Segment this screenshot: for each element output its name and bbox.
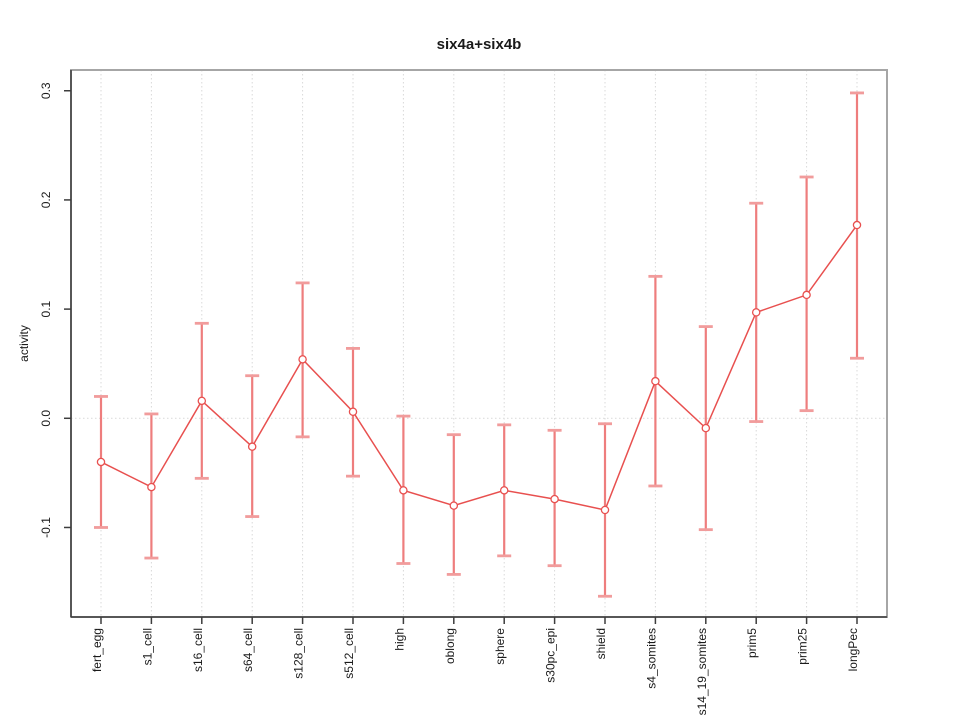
y-tick-label: 0.1	[39, 300, 53, 317]
data-point	[449, 501, 459, 510]
x-tick-label: s14_19_somites	[695, 628, 709, 715]
plot-border-box	[70, 69, 888, 618]
y-tick-label: 0.3	[39, 82, 53, 99]
x-tick-label: oblong	[443, 628, 457, 664]
x-tick-label: prim25	[796, 628, 810, 665]
data-point	[651, 376, 660, 386]
data-point	[600, 505, 610, 515]
x-tick-label: longPec	[846, 628, 860, 671]
data-point	[852, 220, 862, 230]
data-point	[96, 457, 106, 467]
x-tick-label: s4_somites	[644, 628, 658, 689]
x-tick-label: high	[392, 628, 406, 651]
y-tick-label: -0.1	[39, 517, 53, 538]
y-axis-label: activity	[17, 325, 31, 362]
data-point	[197, 396, 207, 406]
series-line	[100, 224, 858, 511]
data-point	[550, 494, 559, 504]
x-tick-label: fert_egg	[90, 628, 104, 672]
x-tick-label: s128_cell	[292, 628, 306, 679]
x-tick-label: s64_cell	[241, 628, 255, 672]
axis-ticks-layer	[64, 89, 858, 624]
data-point	[147, 482, 156, 492]
y-tick-label: 0.0	[39, 410, 53, 427]
data-point	[499, 486, 509, 495]
data-point	[247, 442, 257, 451]
error-bars-layer	[94, 91, 864, 598]
y-tick-label: 0.2	[39, 191, 53, 208]
x-tick-label: prim5	[745, 628, 759, 658]
x-tick-label: s30pc_epi	[544, 628, 558, 683]
x-tick-label: sphere	[493, 628, 507, 665]
tick-labels-layer: -0.1 0.0 0.1 0.2 0.3 fert_egg s1_cell s16_cell s…	[39, 82, 860, 715]
x-tick-label: s512_cell	[342, 628, 356, 679]
chart-title: six4a+six4b	[437, 36, 522, 53]
data-point	[348, 407, 358, 416]
data-points-layer	[96, 220, 862, 515]
data-point	[751, 308, 761, 317]
data-point	[802, 290, 811, 300]
data-point	[399, 486, 408, 495]
gridlines-layer	[100, 70, 858, 617]
x-tick-label: s1_cell	[140, 628, 154, 665]
x-tick-label: s16_cell	[191, 628, 205, 672]
data-point	[701, 423, 711, 433]
plot-frame	[70, 69, 888, 618]
series-line-layer	[100, 224, 858, 511]
x-tick-label: shield	[594, 628, 608, 659]
data-point	[298, 355, 307, 364]
